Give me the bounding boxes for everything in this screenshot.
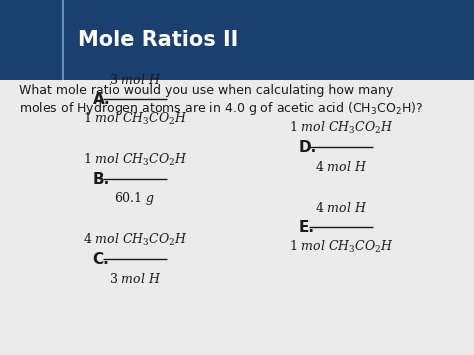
- Text: $4\ mol\ CH_3CO_2H$: $4\ mol\ CH_3CO_2H$: [83, 231, 187, 248]
- Text: $1\ mol\ CH_3CO_2H$: $1\ mol\ CH_3CO_2H$: [83, 111, 187, 127]
- Text: $60.1\ g$: $60.1\ g$: [114, 190, 156, 207]
- Text: $1\ mol\ CH_3CO_2H$: $1\ mol\ CH_3CO_2H$: [83, 152, 187, 168]
- Text: $4\ mol\ H$: $4\ mol\ H$: [315, 201, 367, 215]
- Text: $1\ mol\ CH_3CO_2H$: $1\ mol\ CH_3CO_2H$: [289, 120, 393, 136]
- Text: E.: E.: [299, 220, 315, 235]
- Text: $3\ mol\ H$: $3\ mol\ H$: [109, 73, 161, 87]
- Text: A.: A.: [92, 92, 110, 107]
- Text: Mole Ratios II: Mole Ratios II: [78, 30, 238, 50]
- Text: What mole ratio would you use when calculating how many: What mole ratio would you use when calcu…: [19, 84, 393, 97]
- Text: $4\ mol\ H$: $4\ mol\ H$: [315, 160, 367, 174]
- Text: moles of Hydrogen atoms are in 4.0 g of acetic acid (CH$_3$CO$_2$H)?: moles of Hydrogen atoms are in 4.0 g of …: [19, 100, 423, 117]
- Text: B.: B.: [92, 172, 109, 187]
- Bar: [62, 0, 64, 80]
- Text: $3\ mol\ H$: $3\ mol\ H$: [109, 272, 161, 286]
- Text: $1\ mol\ CH_3CO_2H$: $1\ mol\ CH_3CO_2H$: [289, 239, 393, 255]
- Text: D.: D.: [299, 140, 317, 155]
- Bar: [0, 0, 474, 80]
- Text: C.: C.: [92, 252, 109, 267]
